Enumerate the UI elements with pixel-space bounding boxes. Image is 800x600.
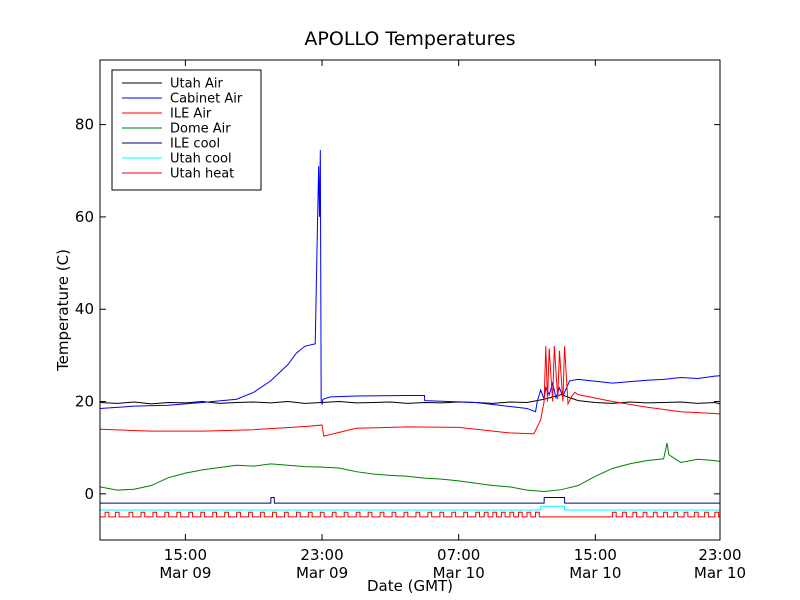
x-tick-date-label: Mar 10: [569, 564, 621, 582]
x-tick-label: 15:00: [164, 546, 207, 564]
series-line-ile-air: [100, 346, 720, 437]
x-tick-date-label: Mar 09: [296, 564, 348, 582]
series-line-utah-heat: [100, 511, 720, 518]
legend-label: Dome Air: [170, 122, 231, 137]
series-line-cabinet-air: [100, 149, 720, 413]
plot-area: [100, 149, 720, 518]
y-axis-label: Temperature (C): [54, 249, 72, 372]
x-tick-label: 23:00: [300, 546, 343, 564]
legend-label: ILE cool: [170, 137, 220, 152]
series-line-dome-air: [100, 442, 720, 493]
legend-label: Utah cool: [170, 152, 232, 167]
x-tick-date-label: Mar 10: [433, 564, 485, 582]
y-tick-label: 40: [75, 300, 94, 318]
x-axis-label: Date (GMT): [367, 577, 453, 595]
y-tick-label: 20: [75, 393, 94, 411]
legend-label: Utah Air: [170, 77, 223, 92]
series-line-utah-cool: [100, 505, 720, 511]
x-tick-label: 15:00: [574, 546, 617, 564]
y-tick-label: 0: [84, 485, 94, 503]
legend-box: [111, 69, 262, 191]
series-line-ile-cool: [100, 497, 720, 504]
x-tick-label: 07:00: [437, 546, 480, 564]
x-tick-label: 23:00: [698, 546, 741, 564]
x-tick-date-label: Mar 09: [159, 564, 211, 582]
x-tick-date-label: Mar 10: [694, 564, 746, 582]
legend-label: Utah heat: [170, 167, 234, 182]
y-tick-label: 80: [75, 116, 94, 134]
plot-frame: [99, 59, 721, 541]
y-tick-label: 60: [75, 208, 94, 226]
chart-title: APOLLO Temperatures: [304, 28, 515, 50]
legend-label: Cabinet Air: [170, 92, 243, 107]
legend-label: ILE Air: [170, 107, 212, 122]
